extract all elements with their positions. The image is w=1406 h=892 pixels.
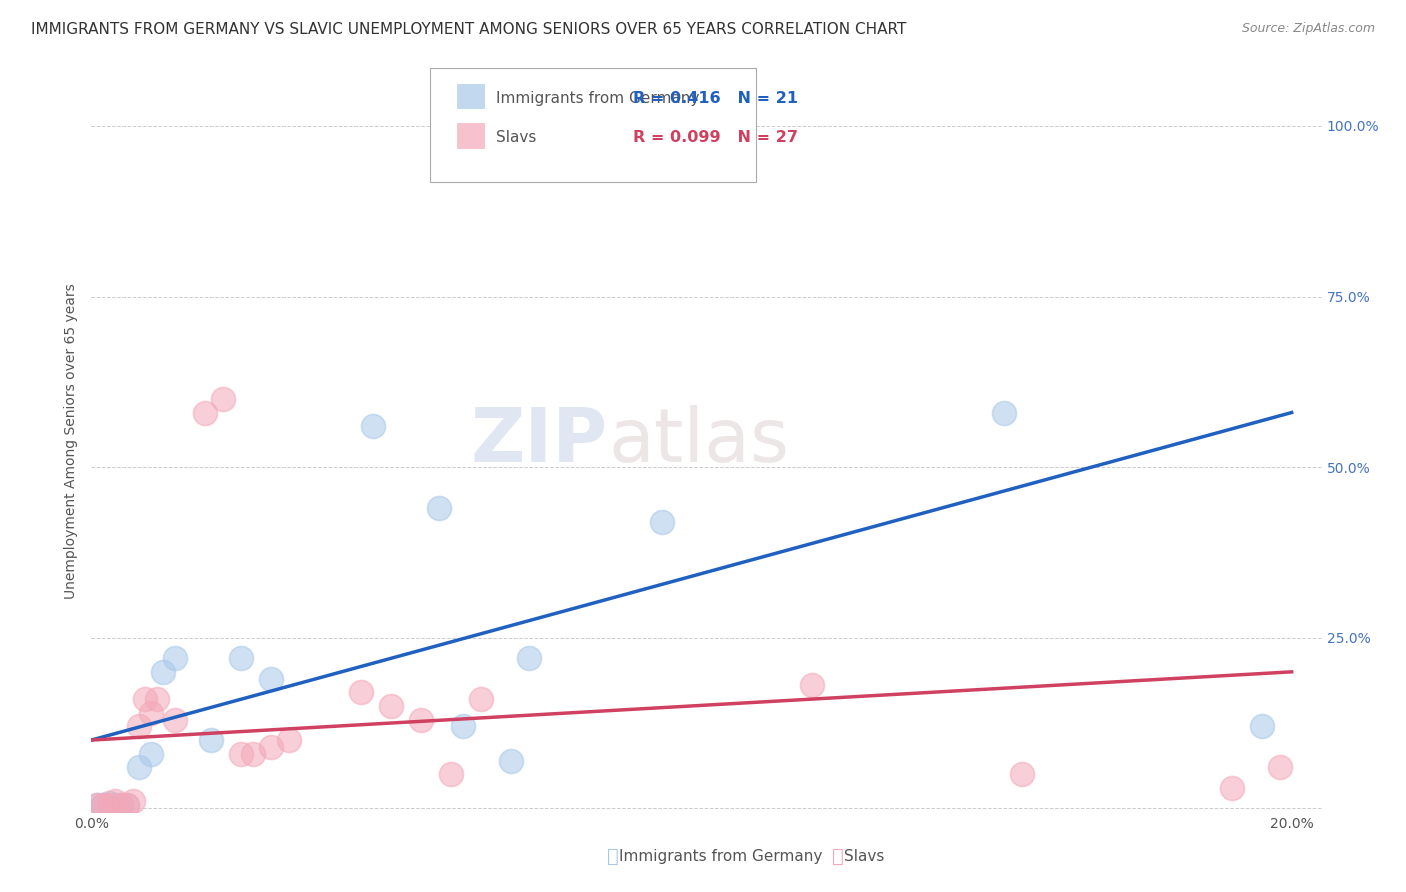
Text: Immigrants from Germany: Immigrants from Germany: [619, 849, 823, 863]
Point: [501, 754, 523, 768]
Point: [122, 795, 145, 809]
Point: [993, 405, 1015, 419]
Point: [141, 706, 163, 720]
Point: [104, 795, 127, 809]
Point: [212, 392, 235, 406]
Point: [152, 665, 174, 679]
Point: [86, 797, 108, 812]
FancyBboxPatch shape: [430, 68, 756, 183]
Point: [1220, 780, 1243, 795]
Point: [146, 692, 169, 706]
Point: [380, 698, 402, 713]
Text: ZIP: ZIP: [471, 405, 607, 478]
Point: [110, 797, 132, 812]
Text: Source: ZipAtlas.com: Source: ZipAtlas.com: [1241, 22, 1375, 36]
Point: [128, 760, 150, 774]
Point: [93, 797, 115, 812]
Point: [165, 713, 187, 727]
Point: [650, 515, 672, 529]
Point: [165, 651, 187, 665]
FancyBboxPatch shape: [457, 84, 484, 109]
FancyBboxPatch shape: [457, 123, 484, 147]
Text: Slavs: Slavs: [496, 130, 537, 145]
Point: [411, 713, 433, 727]
Text: Immigrants from Germany: Immigrants from Germany: [496, 91, 700, 106]
Point: [104, 797, 127, 812]
Point: [363, 419, 385, 434]
Point: [110, 797, 132, 812]
Text: ⬜: ⬜: [607, 847, 619, 866]
Y-axis label: Unemployment Among Seniors over 65 years: Unemployment Among Seniors over 65 years: [65, 284, 79, 599]
Point: [519, 651, 541, 665]
Point: [429, 501, 451, 516]
Point: [141, 747, 163, 761]
Point: [98, 796, 121, 810]
Text: atlas: atlas: [607, 405, 789, 478]
Point: [1268, 760, 1291, 774]
Point: [453, 719, 475, 733]
Point: [117, 797, 139, 812]
Point: [800, 678, 823, 692]
Point: [242, 747, 264, 761]
Point: [134, 692, 156, 706]
Text: R = 0.416   N = 21: R = 0.416 N = 21: [633, 91, 797, 106]
Point: [231, 747, 253, 761]
Point: [1011, 767, 1033, 781]
Point: [440, 767, 463, 781]
Point: [231, 651, 253, 665]
Text: IMMIGRANTS FROM GERMANY VS SLAVIC UNEMPLOYMENT AMONG SENIORS OVER 65 YEARS CORRE: IMMIGRANTS FROM GERMANY VS SLAVIC UNEMPL…: [31, 22, 907, 37]
Point: [470, 692, 492, 706]
Point: [128, 719, 150, 733]
Point: [260, 739, 283, 754]
Point: [98, 797, 121, 812]
Point: [278, 733, 301, 747]
Point: [1250, 719, 1272, 733]
Text: Slavs: Slavs: [844, 849, 884, 863]
Text: ⬜: ⬜: [832, 847, 844, 866]
Point: [86, 797, 108, 812]
Point: [194, 405, 217, 419]
Point: [117, 797, 139, 812]
Text: R = 0.099   N = 27: R = 0.099 N = 27: [633, 130, 797, 145]
Point: [350, 685, 373, 699]
Point: [93, 797, 115, 812]
Point: [260, 672, 283, 686]
Point: [200, 733, 222, 747]
